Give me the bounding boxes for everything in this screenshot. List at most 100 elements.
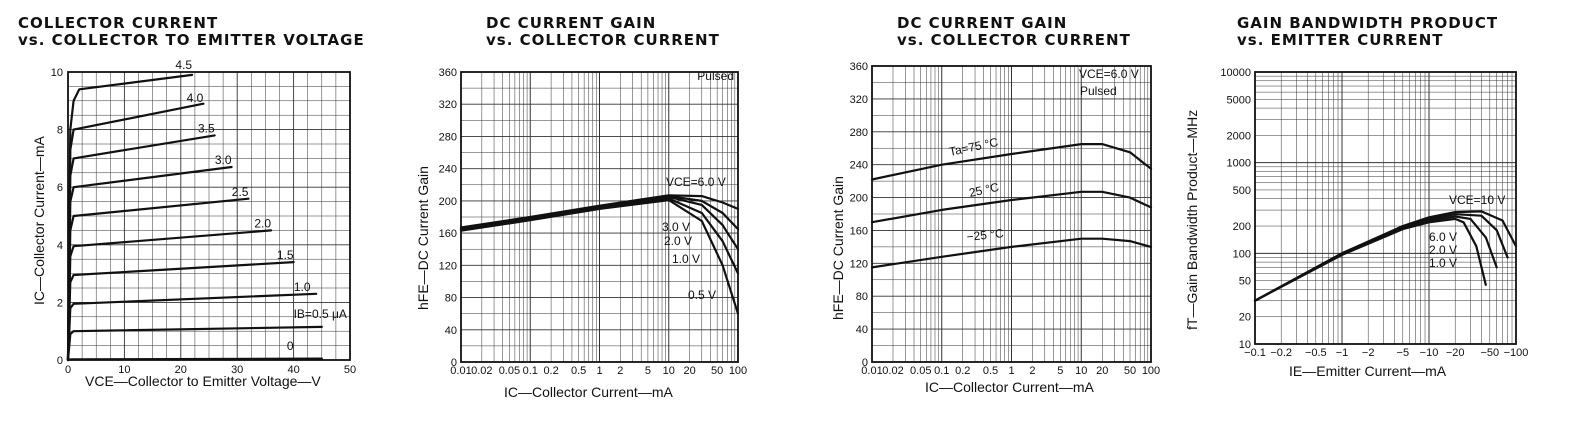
chart-2-plot: IC—Collector Current—mA hFE—DC Current G… — [415, 67, 747, 400]
chart-3-xlabel: IC—Collector Current—mA — [925, 379, 1094, 395]
chart-2-frame — [460, 71, 739, 363]
chart-4-frame — [1254, 71, 1517, 345]
chart-2-x-tick-label: 50 — [711, 365, 723, 377]
chart-1-y-tick-label: 4 — [57, 240, 63, 252]
chart-2-y-tick-label: 160 — [439, 228, 457, 240]
chart-3-x-tick-label: 20 — [1096, 365, 1108, 377]
chart-3-x-tick-label: 5 — [1057, 365, 1063, 377]
chart-4-y-tick-label: 10000 — [1220, 67, 1251, 79]
chart-1-annotation: 3.0 — [215, 153, 232, 167]
chart-1-annotation: 2.0 — [254, 217, 271, 231]
chart-3-series-line-3 — [870, 237, 1153, 269]
chart-3-x-tick-label: 0.01 — [861, 365, 882, 377]
chart-1-plot: VCE—Collector to Emitter Voltage—V IC—Co… — [31, 58, 356, 389]
chart-1-annotation: 4.5 — [175, 58, 192, 72]
chart-1-y-tick-label: 2 — [57, 297, 63, 309]
chart-3-y-tick-label: 80 — [856, 291, 868, 303]
chart-1-y-tick-label: 6 — [57, 182, 63, 194]
chart-4-x-tick-label: −20 — [1446, 347, 1465, 359]
chart-3-x-tick-label: 0.2 — [955, 365, 970, 377]
chart-3-frame — [871, 65, 1152, 363]
chart-1-x-tick-label: 10 — [118, 364, 130, 376]
chart-1-annotation: 4.0 — [187, 91, 204, 105]
chart-4-series-line-3 — [1253, 215, 1498, 302]
chart-3-x-tick-label: 0.05 — [910, 365, 931, 377]
chart-2-x-tick-label: 20 — [683, 365, 695, 377]
chart-3-x-tick-label: 0.5 — [983, 365, 998, 377]
chart-1-annotation: 3.5 — [198, 121, 215, 135]
chart-1-xlabel: VCE—Collector to Emitter Voltage—V — [85, 373, 321, 389]
chart-1-annotation: 2.5 — [232, 185, 249, 199]
chart-4-y-tick-label: 2000 — [1227, 130, 1251, 142]
chart-4-x-tick-label: −10 — [1420, 347, 1439, 359]
chart-4-plot: IE—Emitter Current—mA fT—Gain Bandwidth … — [1184, 67, 1529, 379]
chart-4-x-tick-label: −100 — [1504, 347, 1529, 359]
chart-2-x-tick-label: 0.5 — [571, 365, 586, 377]
chart-4-xlabel: IE—Emitter Current—mA — [1289, 363, 1447, 379]
chart-3-y-tick-label: 240 — [850, 160, 868, 172]
chart-4-annotation: VCE=10 V — [1449, 193, 1505, 207]
chart-4-x-tick-label: −5 — [1397, 347, 1410, 359]
chart-4-annotation: 1.0 V — [1429, 256, 1457, 270]
chart-4-y-tick-label: 10 — [1239, 339, 1251, 351]
chart-4-annotation: 6.0 V — [1429, 230, 1457, 244]
chart-1-x-tick-label: 40 — [287, 364, 299, 376]
chart-3-series-line-2 — [870, 190, 1153, 224]
chart-3-x-tick-label: 2 — [1029, 365, 1035, 377]
chart-1-x-tick-label: 50 — [344, 364, 356, 376]
chart-ic-vs-vce: COLLECTOR CURRENT vs. COLLECTOR TO EMITT… — [0, 0, 400, 442]
chart-2-annotation: 2.0 V — [664, 234, 692, 248]
chart-3-series-line-1 — [870, 143, 1153, 181]
chart-3-plot: IC—Collector Current—mA hFE—DC Current G… — [830, 61, 1160, 395]
chart-1-series-line-5 — [66, 229, 273, 362]
chart-1-y-tick-label: 10 — [51, 67, 63, 79]
chart-1-annotation: 1.0 — [294, 280, 311, 294]
chart-2-title-line2: vs. COLLECTOR CURRENT — [486, 31, 720, 49]
chart-1-x-tick-label: 0 — [65, 364, 71, 376]
chart-2-x-tick-label: 0.05 — [499, 365, 520, 377]
chart-1-series-line-9 — [66, 102, 205, 362]
chart-2-x-tick-label: 10 — [663, 365, 675, 377]
chart-4-title-line1: GAIN BANDWIDTH PRODUCT — [1237, 14, 1499, 32]
chart-4-x-tick-label: −0.1 — [1244, 347, 1266, 359]
chart-3-y-tick-label: 120 — [850, 258, 868, 270]
chart-1-title-line2: vs. COLLECTOR TO EMITTER VOLTAGE — [18, 31, 365, 49]
chart-1-y-tick-label: 0 — [57, 355, 63, 367]
chart-1-y-tick-label: 8 — [57, 125, 63, 137]
chart-4-x-tick-label: −50 — [1480, 347, 1499, 359]
chart-1-x-tick-label: 30 — [231, 364, 243, 376]
chart-3-title-line2: vs. COLLECTOR CURRENT — [897, 31, 1131, 49]
chart-1-ylabel: IC—Collector Current—mA — [31, 136, 47, 305]
chart-4-title-line2: vs. EMITTER CURRENT — [1237, 31, 1444, 49]
chart-3-annotation: −25 °C — [966, 226, 1005, 244]
chart-2-annotation: 3.0 V — [662, 220, 690, 234]
chart-4-y-tick-label: 5000 — [1227, 94, 1251, 106]
chart-2-y-tick-label: 80 — [445, 293, 457, 305]
chart-4-x-tick-label: −0.2 — [1270, 347, 1292, 359]
chart-2-x-tick-label: 0.2 — [543, 365, 558, 377]
chart-2-y-tick-label: 280 — [439, 131, 457, 143]
chart-3-y-tick-label: 160 — [850, 225, 868, 237]
chart-4-x-tick-label: −1 — [1336, 347, 1349, 359]
chart-2-annotation: Pulsed — [697, 69, 734, 83]
chart-3-y-tick-label: 40 — [856, 324, 868, 336]
chart-3-y-tick-label: 0 — [862, 357, 868, 369]
chart-1-series-line-10 — [66, 73, 194, 362]
chart-2-x-tick-label: 1 — [596, 365, 602, 377]
chart-2-x-tick-label: 0.1 — [523, 365, 538, 377]
chart-1-series-line-8 — [66, 134, 216, 362]
chart-2-x-tick-label: 5 — [645, 365, 651, 377]
chart-3-title-line1: DC CURRENT GAIN — [897, 14, 1068, 32]
chart-4-y-tick-label: 50 — [1239, 276, 1251, 288]
chart-4-annotation: 2.0 V — [1429, 243, 1457, 257]
chart-3-y-tick-label: 280 — [850, 127, 868, 139]
chart-3-annotation: VCE=6.0 V — [1079, 67, 1139, 81]
chart-4-series-line-1 — [1253, 210, 1518, 302]
chart-1-annotation: 0 — [287, 339, 294, 353]
chart-2-x-tick-label: 0.01 — [450, 365, 471, 377]
chart-2-series-line-5 — [459, 199, 740, 315]
chart-3-annotation: Ta=75 °C — [948, 135, 1000, 159]
chart-2-y-tick-label: 0 — [451, 357, 457, 369]
chart-2-y-tick-label: 200 — [439, 196, 457, 208]
chart-4-ylabel: fT—Gain Bandwidth Product—MHz — [1184, 110, 1200, 330]
